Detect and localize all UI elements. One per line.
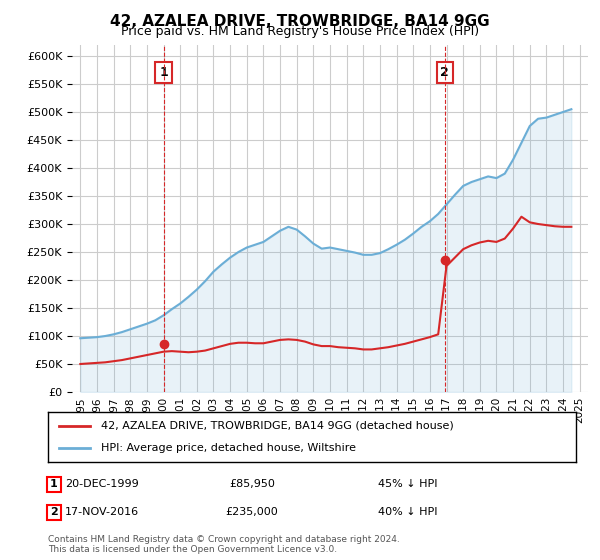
Text: Contains HM Land Registry data © Crown copyright and database right 2024.
This d: Contains HM Land Registry data © Crown c…: [48, 535, 400, 554]
Text: Price paid vs. HM Land Registry's House Price Index (HPI): Price paid vs. HM Land Registry's House …: [121, 25, 479, 38]
Text: 40% ↓ HPI: 40% ↓ HPI: [378, 507, 438, 517]
Text: 42, AZALEA DRIVE, TROWBRIDGE, BA14 9GG (detached house): 42, AZALEA DRIVE, TROWBRIDGE, BA14 9GG (…: [101, 421, 454, 431]
Text: 1: 1: [159, 66, 168, 79]
Text: £85,950: £85,950: [229, 479, 275, 489]
Text: 17-NOV-2016: 17-NOV-2016: [65, 507, 139, 517]
Text: 1: 1: [50, 479, 58, 489]
Text: 2: 2: [50, 507, 58, 517]
Text: 45% ↓ HPI: 45% ↓ HPI: [378, 479, 438, 489]
Text: 42, AZALEA DRIVE, TROWBRIDGE, BA14 9GG: 42, AZALEA DRIVE, TROWBRIDGE, BA14 9GG: [110, 14, 490, 29]
Text: 2: 2: [440, 66, 449, 79]
Text: HPI: Average price, detached house, Wiltshire: HPI: Average price, detached house, Wilt…: [101, 443, 356, 453]
Text: 20-DEC-1999: 20-DEC-1999: [65, 479, 139, 489]
Text: £235,000: £235,000: [226, 507, 278, 517]
